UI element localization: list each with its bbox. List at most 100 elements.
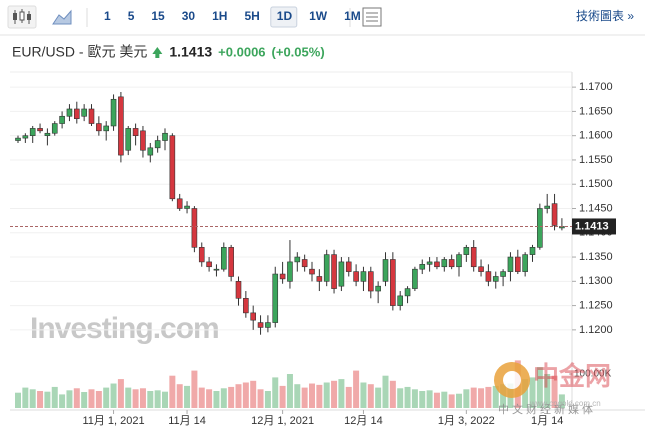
candle-body [169,135,176,200]
site: www.cngold.com.cn [529,399,601,408]
volume-bar [272,377,279,408]
candle-body [272,273,279,323]
candle-body [125,128,132,151]
candle-body [221,247,227,270]
volume-bar [29,389,36,408]
candle-body [66,108,73,117]
candle-body [485,271,492,282]
volume-bar [279,385,286,408]
candle-body [419,264,426,270]
volume-bar [139,388,146,408]
candle-body [345,261,352,272]
candle-body [110,98,117,127]
candle-body [147,147,154,156]
candle-body [544,205,551,209]
candle-body [243,298,249,314]
x-tick-label: 12月 14 [344,415,383,427]
candle-body [404,288,411,297]
volume-bar [338,379,345,408]
candle-body [522,254,528,272]
interval-button[interactable]: 15 [151,9,165,23]
candle-body [176,198,183,209]
candle-body [59,115,65,124]
slogan: 中文财经新媒体 [498,402,596,416]
volume-bar [59,394,66,408]
y-tick-label: 1.1600 [579,130,613,142]
y-tick-label: 1.1450 [579,202,613,214]
y-tick-label: 1.1350 [579,251,613,263]
volume-bar [242,382,249,408]
interval-button[interactable]: 1 [104,9,111,23]
plot: 1.12001.12501.13001.13501.14001.14501.15… [10,81,616,427]
candle-body [228,247,234,277]
candle-body [81,108,87,117]
x-tick-label: 12月 1, 2021 [251,415,314,427]
volume-bar [228,386,235,408]
tech-chart-link[interactable]: 技術圖表 » [576,9,634,23]
candle-body [206,261,212,268]
volume-bar [500,384,507,408]
candle-body [103,125,109,132]
candle-body [213,268,220,271]
volume-bar [411,389,418,408]
last-price-tag [572,218,616,235]
watermark-brand: Investing.com [30,312,219,345]
volume-bar [463,389,470,408]
volume-bar [220,388,227,408]
candle-body [74,108,80,119]
interval-button[interactable]: 30 [182,9,196,23]
volume-bar [353,370,360,408]
interval-button[interactable]: 5H [244,9,259,23]
volume-bar [470,387,477,408]
volume-bar [316,384,323,408]
interval-button[interactable]: 5 [128,9,135,23]
interval-button[interactable]: 1D [277,9,293,23]
candle-body [162,132,168,141]
candle-body [15,137,21,141]
candle-body [434,261,440,268]
volume-bar [154,390,161,408]
x-tick-label: 1月 14 [531,415,563,427]
volume-bar [404,386,411,408]
volume-bar [169,375,176,408]
chart-title: EUR/USD - 歐元 美元 [12,44,147,60]
volume-bar [257,389,264,408]
volume-bar [331,380,338,408]
candle-body [316,276,323,282]
candle-body [426,261,433,265]
volume-bar [22,387,29,408]
volume-bar [367,384,374,408]
interval-button[interactable]: 1H [212,9,227,23]
last-price: 1.1413 [169,44,212,60]
interval-button[interactable]: 1W [309,9,328,23]
candle-body [360,271,367,282]
volume-bar [478,388,485,408]
volume-bar [301,387,308,408]
candle-body [191,208,198,248]
x-tick-label: 11月 14 [168,415,206,427]
area-icon[interactable] [52,9,72,25]
volume-bar [66,390,73,408]
volume-bar [206,389,213,408]
volume-bar [213,391,220,408]
candle-body [412,268,418,289]
candle-body [323,254,330,282]
volume-bar [529,377,536,408]
interval-button[interactable]: 1M [344,9,361,23]
candle-body [132,128,139,136]
table-icon[interactable] [362,7,382,27]
logo-watermark: 中金网 中文财经新媒体 www.cngold.com.cn [494,361,611,416]
y-tick-label: 1.1200 [579,324,613,336]
candle-body [441,259,448,268]
candle-icon[interactable] [7,5,37,29]
y-tick-label: 1.1550 [579,154,613,166]
candle-body [338,261,345,287]
volume-bar [198,387,205,408]
x-tick-label: 1月 3, 2022 [438,415,495,427]
candle-body [37,128,43,132]
candle-body [22,135,29,139]
volume-bar [558,394,565,408]
volume-bar [81,392,88,408]
